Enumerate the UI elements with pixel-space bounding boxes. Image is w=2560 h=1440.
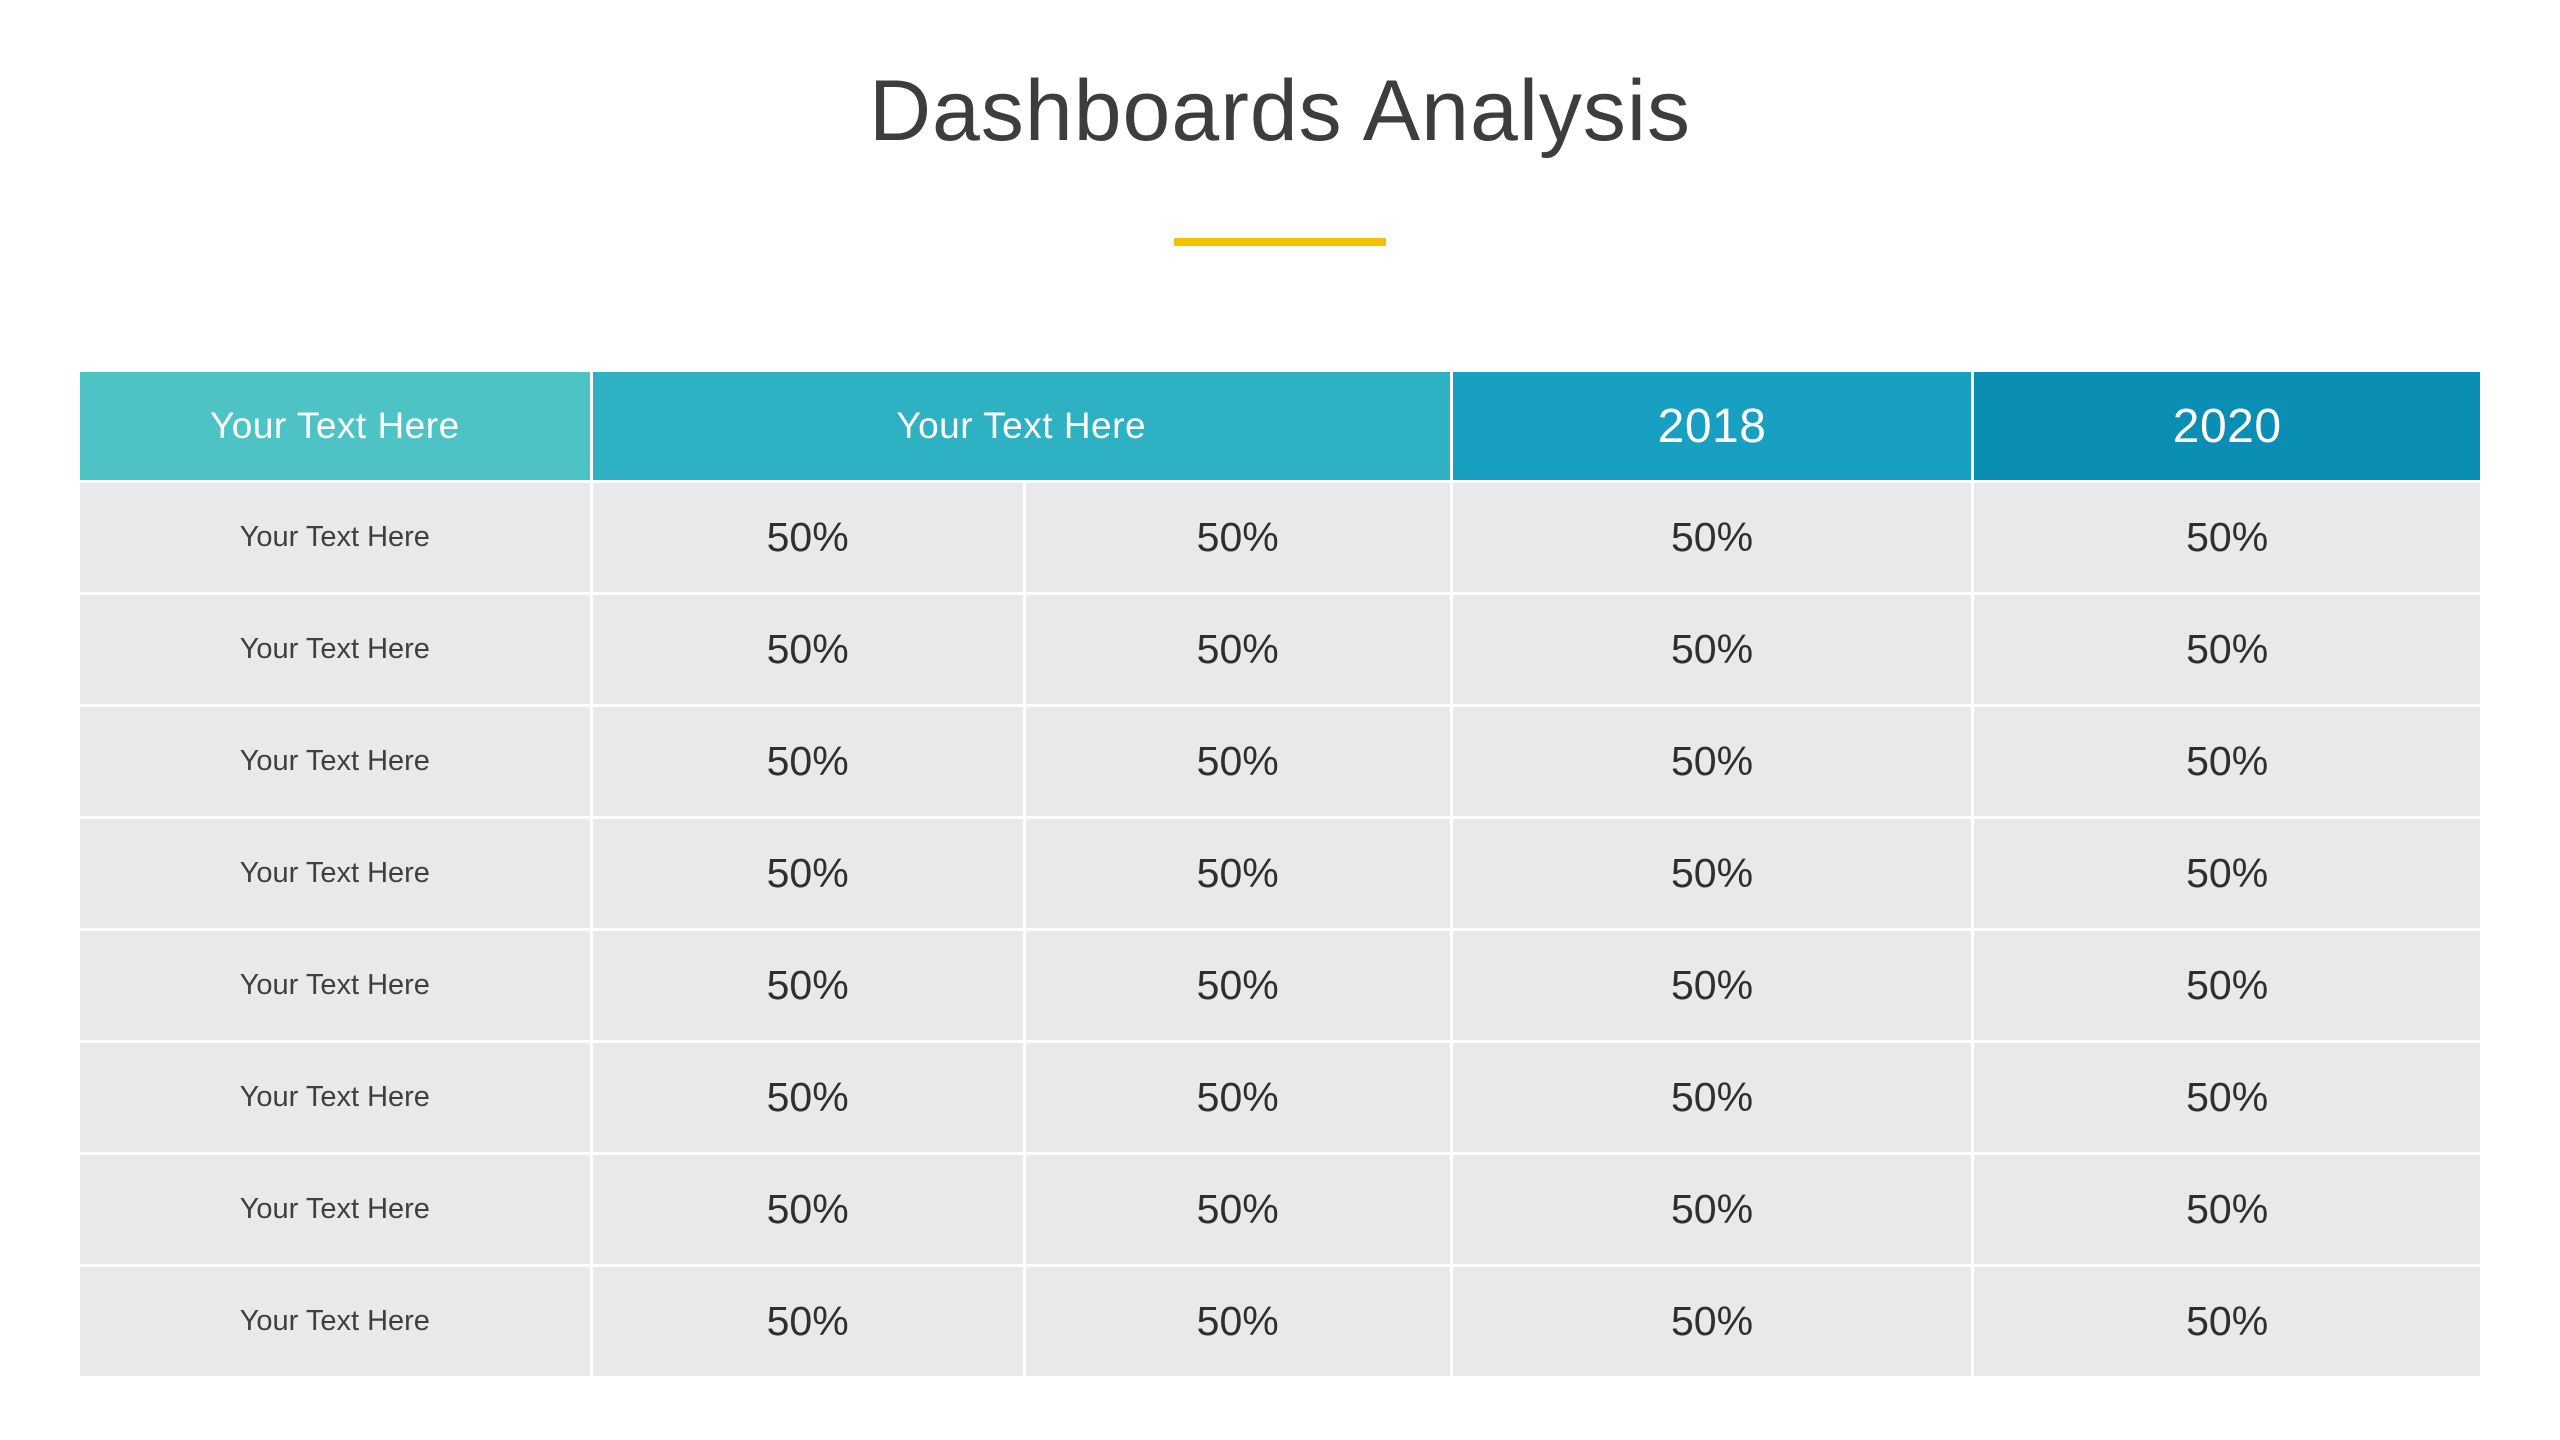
value-cell: 50% bbox=[592, 707, 1023, 816]
value-cell: 50% bbox=[1452, 931, 1972, 1040]
value-cell: 50% bbox=[592, 819, 1023, 928]
row-label-cell: Your Text Here bbox=[80, 1267, 590, 1376]
value-cell: 50% bbox=[592, 1043, 1023, 1152]
header-cell-text-1: Your Text Here bbox=[80, 372, 590, 480]
value-cell: 50% bbox=[1974, 1043, 2480, 1152]
row-label-cell: Your Text Here bbox=[80, 707, 590, 816]
value-cell: 50% bbox=[592, 1267, 1023, 1376]
value-cell: 50% bbox=[592, 595, 1023, 704]
row-label-cell: Your Text Here bbox=[80, 1043, 590, 1152]
value-cell: 50% bbox=[1452, 595, 1972, 704]
value-cell: 50% bbox=[1452, 1267, 1972, 1376]
value-cell: 50% bbox=[1025, 483, 1450, 592]
row-label-cell: Your Text Here bbox=[80, 483, 590, 592]
header-cell-2020: 2020 bbox=[1974, 372, 2480, 480]
value-cell: 50% bbox=[1974, 595, 2480, 704]
value-cell: 50% bbox=[1025, 707, 1450, 816]
value-cell: 50% bbox=[1025, 1155, 1450, 1264]
page-title: Dashboards Analysis bbox=[868, 63, 1692, 159]
row-label-cell: Your Text Here bbox=[80, 595, 590, 704]
value-cell: 50% bbox=[1452, 1043, 1972, 1152]
value-cell: 50% bbox=[1452, 707, 1972, 816]
value-cell: 50% bbox=[1025, 819, 1450, 928]
value-cell: 50% bbox=[1452, 1155, 1972, 1264]
value-cell: 50% bbox=[1025, 1043, 1450, 1152]
value-cell: 50% bbox=[1974, 931, 2480, 1040]
value-cell: 50% bbox=[1452, 819, 1972, 928]
value-cell: 50% bbox=[592, 483, 1023, 592]
value-cell: 50% bbox=[1025, 1267, 1450, 1376]
row-label-cell: Your Text Here bbox=[80, 1155, 590, 1264]
value-cell: 50% bbox=[592, 931, 1023, 1040]
value-cell: 50% bbox=[1974, 707, 2480, 816]
header-cell-text-2: Your Text Here bbox=[592, 372, 1450, 480]
value-cell: 50% bbox=[592, 1155, 1023, 1264]
value-cell: 50% bbox=[1025, 595, 1450, 704]
value-cell: 50% bbox=[1452, 483, 1972, 592]
value-cell: 50% bbox=[1974, 483, 2480, 592]
row-label-cell: Your Text Here bbox=[80, 819, 590, 928]
value-cell: 50% bbox=[1974, 1155, 2480, 1264]
value-cell: 50% bbox=[1974, 1267, 2480, 1376]
value-cell: 50% bbox=[1025, 931, 1450, 1040]
value-cell: 50% bbox=[1974, 819, 2480, 928]
row-label-cell: Your Text Here bbox=[80, 931, 590, 1040]
title-underline bbox=[1174, 238, 1386, 246]
header-cell-2018: 2018 bbox=[1452, 372, 1972, 480]
data-table: Your Text Here Your Text Here 2018 2020 … bbox=[80, 372, 2480, 1376]
